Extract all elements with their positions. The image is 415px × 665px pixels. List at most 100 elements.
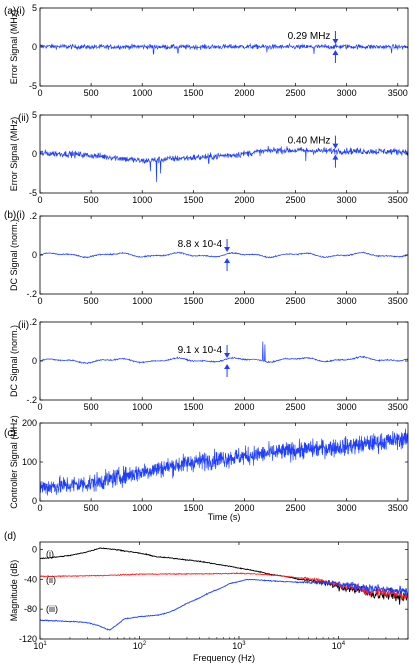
series-line-0 (40, 428, 408, 496)
x-tick-label: 1000 (132, 503, 152, 513)
x-tick-label: 0 (37, 503, 42, 513)
annotation-arrowhead-up (332, 50, 339, 55)
plot-frame (39, 541, 409, 640)
x-tick-label: 3000 (337, 402, 357, 412)
x-tick-label: 2500 (286, 88, 306, 98)
x-tick-label: 2500 (286, 402, 306, 412)
annotation-text: 0.40 MHz (288, 136, 331, 147)
x-tick-label: 2000 (234, 402, 254, 412)
x-tick-label: 1500 (183, 296, 203, 306)
y-tick-label: 0 (32, 544, 37, 554)
y-axis-label: Error Signal (MHz) (9, 10, 19, 85)
x-tick-label: 500 (84, 296, 99, 306)
y-axis-label: Controller Signal (MHz) (9, 415, 19, 509)
x-tick-label: 1500 (183, 195, 203, 205)
x-axis-label: Frequency (Hz) (193, 653, 255, 663)
x-tick-label: 500 (84, 88, 99, 98)
x-tick-label: 1000 (132, 402, 152, 412)
x-tick-label: 1500 (183, 402, 203, 412)
series-group (40, 251, 408, 259)
panel-label: (d) (4, 531, 16, 542)
series-line-0 (40, 146, 408, 183)
x-tick-label: 0 (37, 88, 42, 98)
x-tick-label: 3500 (388, 88, 408, 98)
annotation-arrowhead-up (224, 364, 231, 369)
y-tick-label: 0 (32, 250, 37, 260)
x-tick-label: 2000 (234, 503, 254, 513)
x-tick-label: 3000 (337, 503, 357, 513)
x-tick-label: 104 (332, 641, 346, 651)
y-tick-label: 5 (32, 3, 37, 13)
y-axis-label: DC Signal (norm.) (9, 325, 19, 397)
x-tick-label: 2500 (286, 503, 306, 513)
series-name-label: (ii) (46, 575, 56, 585)
series-line-0 (40, 341, 408, 365)
y-axis-label: DC Signal (norm.) (9, 219, 19, 291)
chart-panel-4: 0 500 1000 1500 2000 2500 3000 3500 0 100 200Contr… (4, 415, 409, 522)
x-tick-label: 1000 (132, 296, 152, 306)
annotation-arrowhead-down (332, 39, 339, 44)
series-name-label: (i) (46, 549, 54, 559)
y-tick-label: -.2 (26, 395, 37, 405)
x-tick-label: 3500 (388, 402, 408, 412)
y-tick-label: 100 (22, 457, 37, 467)
annotation-text: 9.1 x 10-4 (178, 345, 223, 356)
plot-frame (39, 114, 409, 194)
annotation-text: 8.8 x 10-4 (178, 239, 223, 250)
annotation-arrowhead-down (332, 143, 339, 149)
series-group (40, 146, 408, 183)
x-tick-label: 1000 (132, 88, 152, 98)
x-tick-label: 3000 (337, 296, 357, 306)
series-group (40, 547, 408, 631)
y-axis-label: Magnitude (dB) (9, 560, 19, 622)
series-name-label: (iii) (46, 604, 58, 614)
x-tick-label: 0 (37, 195, 42, 205)
x-tick-label: 103 (232, 641, 246, 651)
y-tick-label: -80 (24, 604, 37, 614)
x-tick-label: 500 (84, 195, 99, 205)
x-axis-label: Time (s) (208, 512, 241, 522)
x-tick-label: 3500 (388, 503, 408, 513)
y-tick-label: 200 (22, 418, 37, 428)
y-tick-label: -120 (19, 634, 37, 644)
y-tick-label: -5 (29, 188, 37, 198)
series-group (40, 42, 408, 55)
x-tick-label: 0 (37, 296, 42, 306)
x-tick-exponent: 4 (342, 641, 346, 647)
x-tick-label: 2000 (234, 296, 254, 306)
annotation-arrowhead-down (224, 353, 231, 358)
x-tick-label: 1500 (183, 503, 203, 513)
series-line-2 (40, 578, 408, 631)
series-line-0 (40, 42, 408, 55)
x-tick-label: 3000 (337, 88, 357, 98)
chart-panel-2: 0 500 1000 1500 2000 2500 3000 3500-.20.2DC Sig… (4, 210, 409, 306)
annotation-arrowhead-up (224, 258, 231, 263)
panel-label: (b)(i) (4, 210, 25, 221)
x-tick-label: 102 (133, 641, 147, 651)
x-tick-label: 1500 (183, 88, 203, 98)
y-tick-label: 0 (32, 149, 37, 159)
panel-label: (ii) (18, 320, 29, 331)
x-tick-label: 2000 (234, 195, 254, 205)
x-tick-label: 3500 (388, 296, 408, 306)
x-tick-exponent: 1 (43, 641, 47, 647)
y-tick-label: 5 (32, 110, 37, 120)
x-tick-label: 2000 (234, 88, 254, 98)
x-tick-exponent: 3 (242, 641, 246, 647)
x-tick-exponent: 2 (143, 641, 147, 647)
x-tick-label: 500 (84, 503, 99, 513)
series-group (40, 341, 408, 365)
x-tick-label: 1000 (132, 195, 152, 205)
chart-panel-3: 0 500 1000 1500 2000 2500 3000 3500-.20.2DC Sig… (9, 317, 409, 412)
x-tick-label: 500 (84, 402, 99, 412)
panel-label: (a)(i) (4, 6, 25, 17)
y-tick-label: 0 (32, 42, 37, 52)
x-tick-label: 0 (37, 402, 42, 412)
y-tick-label: 0 (32, 496, 37, 506)
y-tick-label: -5 (29, 81, 37, 91)
chart-panel-5: 101 102 103 104 -120 -80 -40 0 Magnitude (dB) Fre… (4, 531, 409, 663)
series-line-0 (40, 251, 408, 259)
